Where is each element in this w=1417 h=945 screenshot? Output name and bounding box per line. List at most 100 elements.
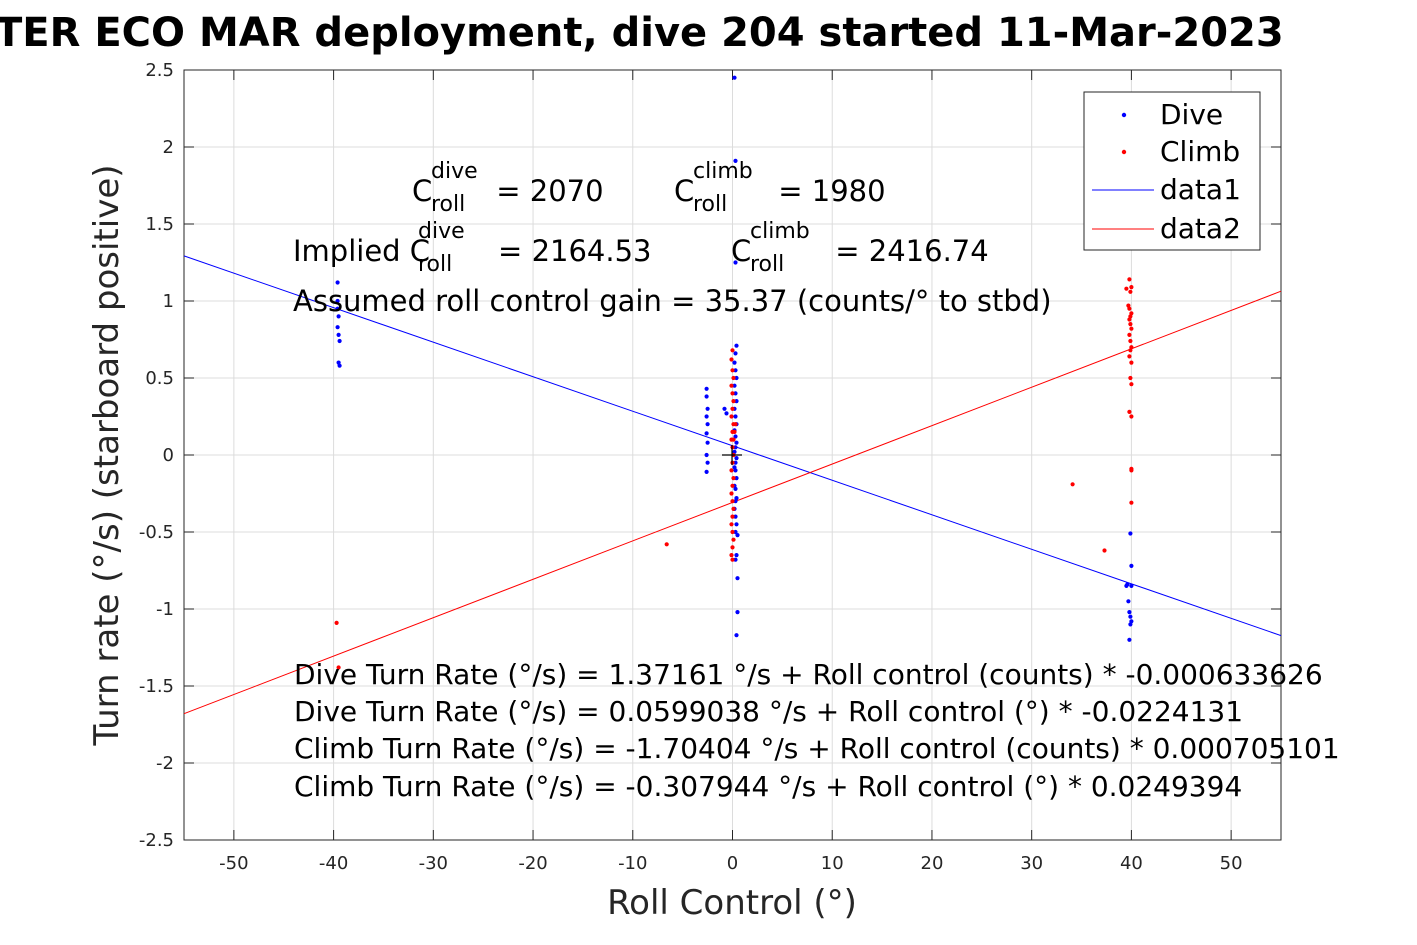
dive-point: [733, 351, 738, 356]
dive-point: [733, 260, 738, 265]
y-tick-label: 0.5: [145, 368, 174, 389]
climb-point: [729, 468, 734, 473]
climb-point: [730, 529, 735, 535]
x-tick-label: 0: [727, 853, 738, 874]
dive-point: [735, 533, 740, 538]
dive-counts-equation: Dive Turn Rate (°/s) = 1.37161 °/s + Rol…: [294, 658, 1323, 691]
legend: Dive Climb data1 data2: [1083, 91, 1261, 251]
y-tick-label: 1: [163, 291, 174, 312]
dive-point: [735, 576, 740, 581]
dive-point: [336, 332, 341, 337]
climb-point: [664, 542, 669, 547]
subscript-roll: roll: [693, 192, 728, 217]
dive-point: [705, 460, 710, 465]
climb-point: [730, 368, 735, 373]
x-axis-label: Roll Control (°): [607, 883, 857, 923]
climb-point: [729, 553, 734, 558]
dive-point: [734, 476, 739, 481]
climb-point: [730, 391, 735, 396]
climb-point: [1129, 414, 1134, 419]
dive-point: [733, 499, 738, 504]
x-tick-label: -50: [219, 853, 248, 874]
x-tick-label: -40: [319, 853, 348, 874]
dive-point: [734, 633, 739, 638]
superscript-dive: dive: [418, 219, 465, 244]
climb-point: [731, 476, 736, 481]
climb-point: [1129, 285, 1134, 290]
climb-point: [1128, 338, 1133, 344]
climb-point: [732, 429, 737, 434]
climb-point: [1102, 548, 1107, 553]
climb-point: [1129, 468, 1134, 473]
y-tick-label: -0.5: [139, 522, 174, 543]
superscript-climb: climb: [750, 219, 810, 244]
dive-point: [704, 452, 709, 458]
climb-point: [731, 399, 736, 404]
climb-point: [1129, 360, 1134, 365]
implied-c-roll-climb-value: = 2416.74: [835, 234, 989, 268]
y-tick-label: -2.5: [139, 830, 174, 851]
legend-box: [1083, 91, 1261, 251]
dive-point: [733, 460, 738, 465]
dive-point: [734, 399, 739, 404]
chart-title: TER ECO MAR deployment, dive 204 started…: [0, 10, 1284, 56]
climb-counts-equation: Climb Turn Rate (°/s) = -1.70404 °/s + R…: [294, 732, 1340, 765]
dive-point: [1129, 563, 1134, 569]
x-tick-labels: -50 -40 -30 -20 -10 0 10 20 30 40 50: [219, 853, 1242, 874]
legend-label-data1: data1: [1160, 173, 1241, 206]
climb-point: [729, 383, 734, 388]
climb-point: [1128, 289, 1133, 294]
dive-point: [704, 394, 709, 399]
dive-point: [734, 440, 739, 445]
roll-gain-annotation: Assumed roll control gain = 35.37 (count…: [293, 284, 1052, 318]
dive-point: [1128, 622, 1133, 627]
dive-point: [724, 411, 729, 416]
implied-c-roll-dive-value: = 2164.53: [498, 234, 652, 268]
dive-point: [722, 406, 727, 411]
dive-point: [1128, 531, 1133, 536]
x-tick-label: 10: [821, 853, 844, 874]
climb-point: [1127, 306, 1132, 311]
climb-point: [334, 620, 339, 626]
dive-degrees-equation: Dive Turn Rate (°/s) = 0.0599038 °/s + R…: [294, 695, 1244, 728]
dive-point: [733, 486, 738, 491]
c-symbol: C: [731, 234, 752, 268]
dive-point: [335, 306, 340, 311]
dive-point: [337, 338, 342, 344]
climb-point: [1070, 482, 1075, 487]
climb-point: [731, 375, 736, 381]
dive-point: [705, 406, 710, 411]
dive-point: [1129, 583, 1134, 589]
legend-label-dive: Dive: [1160, 98, 1223, 131]
climb-point: [730, 545, 735, 550]
climb-degrees-equation: Climb Turn Rate (°/s) = -0.307944 °/s + …: [294, 770, 1243, 803]
y-tick-label: 2: [163, 137, 174, 158]
dive-point: [734, 375, 739, 381]
climb-point: [729, 522, 734, 527]
climb-point: [1128, 348, 1133, 353]
legend-label-data2: data2: [1160, 212, 1241, 245]
dive-point: [704, 431, 709, 436]
y-tick-label: -2: [156, 753, 174, 774]
climb-point: [731, 437, 736, 442]
dive-point: [734, 456, 739, 461]
y-tick-labels: -2.5 -2 -1.5 -1 -0.5 0 0.5 1 1.5 2 2.5: [139, 60, 174, 851]
dive-point: [705, 422, 710, 427]
dive-point: [337, 363, 342, 368]
dive-point: [335, 298, 340, 304]
dive-point: [732, 75, 737, 80]
climb-point: [730, 557, 735, 562]
dive-point: [1126, 599, 1131, 604]
climb-point: [1124, 286, 1129, 291]
y-tick-label: 2.5: [145, 60, 174, 81]
dive-point: [335, 280, 340, 285]
dive-point: [733, 468, 738, 473]
y-tick-label: 0: [163, 445, 174, 466]
dive-point: [733, 368, 738, 373]
climb-point: [1127, 354, 1132, 359]
legend-label-climb: Climb: [1160, 135, 1240, 168]
